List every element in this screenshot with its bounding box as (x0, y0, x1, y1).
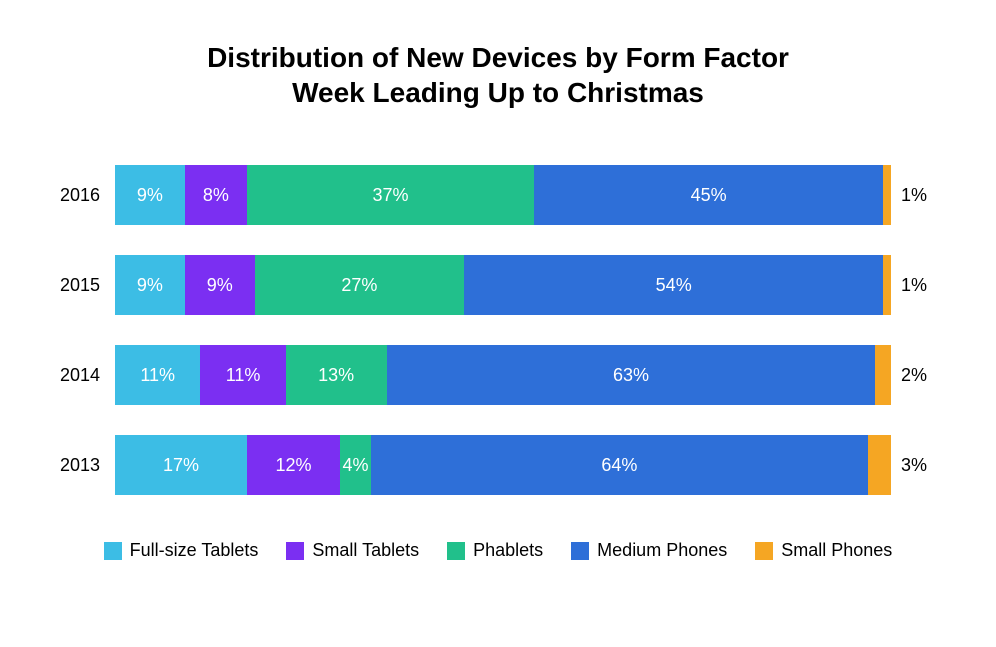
bar-segment-small_phones (875, 345, 891, 405)
bar-row: 2016 9% 8% 37% 45% 1% (60, 165, 936, 225)
stacked-bar: 9% 8% 37% 45% (115, 165, 891, 225)
segment-label: 9% (137, 275, 163, 296)
bar-segment-full_size_tablets: 17% (115, 435, 247, 495)
bar-segment-small_phones (883, 255, 891, 315)
stacked-bar: 11% 11% 13% 63% (115, 345, 891, 405)
legend-swatch-icon (286, 542, 304, 560)
bar-segment-medium_phones: 64% (371, 435, 868, 495)
bar-segment-full_size_tablets: 9% (115, 255, 185, 315)
bar-segment-small_tablets: 9% (185, 255, 255, 315)
chart-title-line-1: Distribution of New Devices by Form Fact… (207, 42, 789, 73)
end-label: 1% (891, 275, 936, 296)
segment-label: 37% (372, 185, 408, 206)
legend-item-small_phones: Small Phones (755, 540, 892, 561)
legend-item-medium_phones: Medium Phones (571, 540, 727, 561)
chart-title: Distribution of New Devices by Form Fact… (60, 40, 936, 110)
segment-label: 64% (601, 455, 637, 476)
bar-row: 2015 9% 9% 27% 54% 1% (60, 255, 936, 315)
legend-label: Medium Phones (597, 540, 727, 561)
segment-label: 54% (656, 275, 692, 296)
segment-label: 8% (203, 185, 229, 206)
segment-label: 4% (343, 455, 369, 476)
stacked-bar: 17% 12% 4% 64% (115, 435, 891, 495)
chart-title-line-2: Week Leading Up to Christmas (292, 77, 704, 108)
segment-label: 17% (163, 455, 199, 476)
segment-label: 11% (140, 365, 175, 386)
bar-segment-phablets: 37% (247, 165, 534, 225)
bar-segment-small_tablets: 12% (247, 435, 340, 495)
legend-swatch-icon (571, 542, 589, 560)
end-label: 3% (891, 455, 936, 476)
end-label: 2% (891, 365, 936, 386)
bar-segment-small_tablets: 8% (185, 165, 247, 225)
bar-segment-full_size_tablets: 9% (115, 165, 185, 225)
end-label: 1% (891, 185, 936, 206)
legend: Full-size Tablets Small Tablets Phablets Me… (60, 540, 936, 561)
legend-swatch-icon (447, 542, 465, 560)
legend-item-phablets: Phablets (447, 540, 543, 561)
bar-row: 2013 17% 12% 4% 64% 3% (60, 435, 936, 495)
bar-segment-phablets: 27% (255, 255, 465, 315)
bar-segment-medium_phones: 45% (534, 165, 883, 225)
bar-segment-full_size_tablets: 11% (115, 345, 200, 405)
year-label: 2016 (60, 185, 115, 206)
bar-rows: 20169%8%37%45%1%20159%9%27%54%1%201411%1… (60, 165, 936, 495)
legend-label: Small Phones (781, 540, 892, 561)
bar-segment-small_phones (883, 165, 891, 225)
legend-item-full_size_tablets: Full-size Tablets (104, 540, 259, 561)
segment-label: 9% (137, 185, 163, 206)
chart-container: Distribution of New Devices by Form Fact… (0, 0, 996, 591)
legend-item-small_tablets: Small Tablets (286, 540, 419, 561)
segment-label: 45% (691, 185, 727, 206)
segment-label: 63% (613, 365, 649, 386)
bar-row: 2014 11% 11% 13% 63% 2% (60, 345, 936, 405)
segment-label: 9% (207, 275, 233, 296)
segment-label: 11% (226, 365, 261, 386)
legend-swatch-icon (755, 542, 773, 560)
bar-segment-medium_phones: 54% (464, 255, 883, 315)
segment-label: 12% (275, 455, 311, 476)
bar-segment-phablets: 13% (286, 345, 387, 405)
year-label: 2014 (60, 365, 115, 386)
segment-label: 13% (318, 365, 354, 386)
legend-label: Full-size Tablets (130, 540, 259, 561)
stacked-bar: 9% 9% 27% 54% (115, 255, 891, 315)
year-label: 2015 (60, 275, 115, 296)
bar-segment-medium_phones: 63% (387, 345, 876, 405)
segment-label: 27% (341, 275, 377, 296)
legend-label: Phablets (473, 540, 543, 561)
bar-segment-small_phones (868, 435, 891, 495)
year-label: 2013 (60, 455, 115, 476)
legend-label: Small Tablets (312, 540, 419, 561)
legend-swatch-icon (104, 542, 122, 560)
bar-segment-small_tablets: 11% (200, 345, 285, 405)
bar-segment-phablets: 4% (340, 435, 371, 495)
